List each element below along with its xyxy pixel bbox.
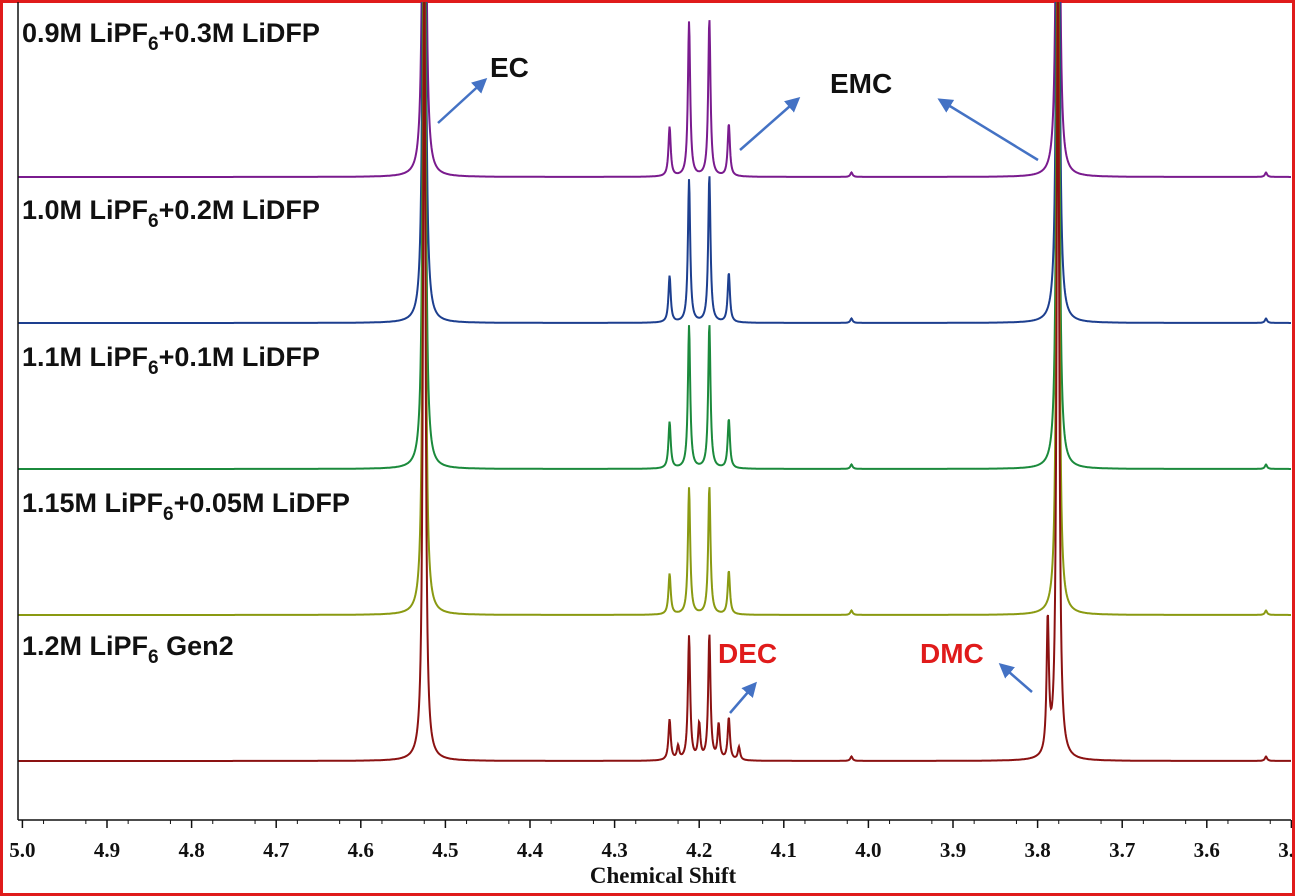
x-tick-label: 4.1 [771,838,797,862]
spectrum [18,2,1291,470]
x-tick-label: 4.8 [178,838,204,862]
x-tick-label: 4.2 [686,838,712,862]
x-tick-label: 4.6 [348,838,374,862]
spectra [18,2,1291,762]
annotation: EC [490,52,529,83]
x-tick-label: 3.7 [1109,838,1135,862]
x-tick-label: 3.9 [940,838,966,862]
x-tick-label: 3.8 [1024,838,1050,862]
spectrum [18,2,1291,616]
series-label: 1.15M LiPF6+0.05M LiDFP [22,488,350,525]
series-label: 1.0M LiPF6+0.2M LiDFP [22,195,320,232]
arrow [739,97,801,151]
annotation: DEC [718,638,777,669]
x-tick-label: 4.5 [432,838,458,862]
x-tick-label: 4.4 [517,838,544,862]
x-tick-label: 3.6 [1194,838,1220,862]
x-tick-label: 5.0 [9,838,35,862]
spectrum [18,2,1291,762]
arrow [937,98,1039,162]
annotation: DMC [920,638,984,669]
x-axis-label: Chemical Shift [590,863,737,888]
arrows [437,77,1039,714]
arrow [729,681,757,714]
arrow [998,663,1033,693]
arrow [437,77,488,124]
x-tick-label: 3.5 [1278,838,1295,862]
series-label: 0.9M LiPF6+0.3M LiDFP [22,18,320,55]
x-tick-label: 4.7 [263,838,289,862]
x-tick-label: 4.9 [94,838,120,862]
series-label: 1.1M LiPF6+0.1M LiDFP [22,342,320,379]
x-tick-label: 4.0 [855,838,881,862]
series-label: 1.2M LiPF6 Gen2 [22,631,234,668]
x-tick-label: 4.3 [601,838,627,862]
x-axis: 5.0 4.9 4.8 4.7 4.6 4.5 4.4 4.3 4.2 4.1 4.0 3.9 3.8 3… [9,820,1295,862]
annotation: EMC [830,68,892,99]
spectrum [18,2,1291,178]
spectrum [18,2,1291,324]
